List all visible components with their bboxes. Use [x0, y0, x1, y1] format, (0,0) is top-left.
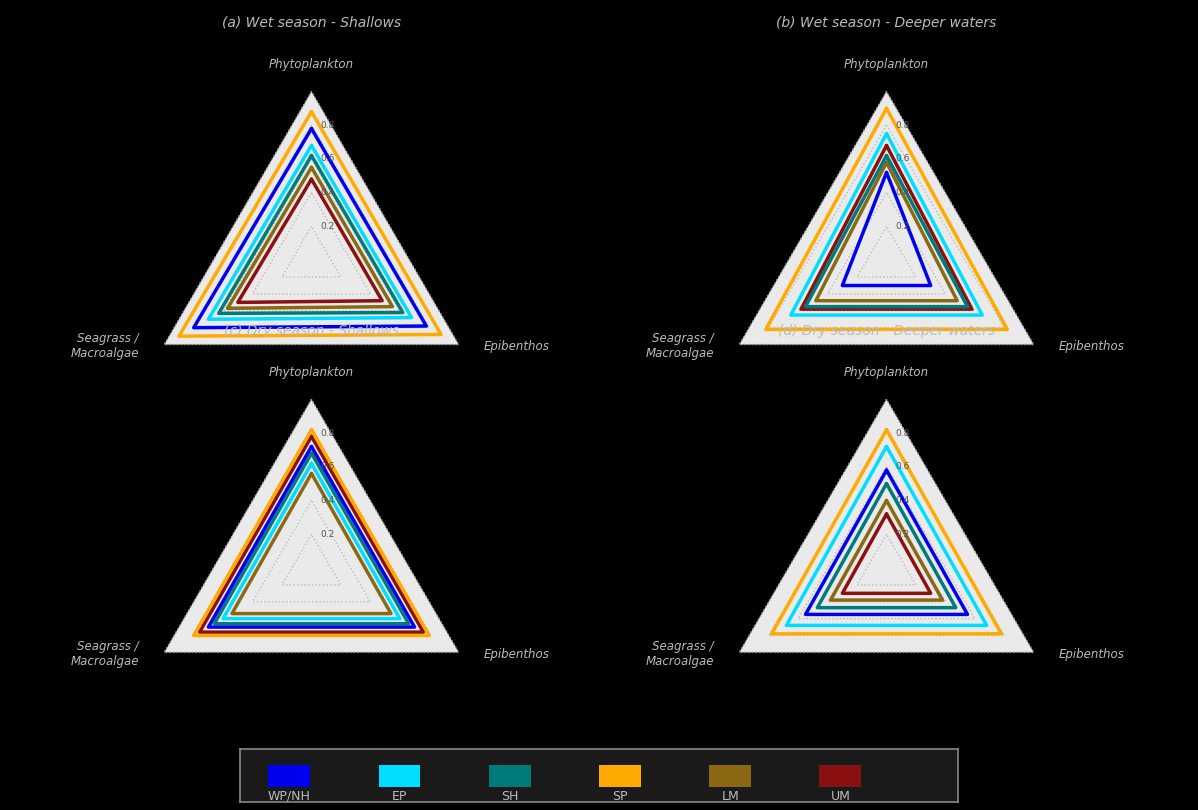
Text: 0.8: 0.8 [320, 428, 334, 437]
Text: Seagrass /
Macroalgae: Seagrass / Macroalgae [71, 640, 139, 668]
Text: 0.8: 0.8 [320, 121, 334, 130]
Text: 0.4: 0.4 [895, 188, 909, 197]
Text: 0.6: 0.6 [320, 155, 334, 164]
Text: Epibenthos: Epibenthos [484, 647, 550, 661]
Text: Phytoplankton: Phytoplankton [843, 58, 930, 71]
Text: 0.4: 0.4 [895, 496, 909, 505]
Text: 0.6: 0.6 [895, 155, 909, 164]
Text: 0.2: 0.2 [895, 222, 909, 231]
Text: Phytoplankton: Phytoplankton [843, 366, 930, 379]
FancyBboxPatch shape [379, 765, 420, 787]
Text: 0.8: 0.8 [895, 121, 909, 130]
FancyBboxPatch shape [819, 765, 861, 787]
Title: (b) Wet season - Deeper waters: (b) Wet season - Deeper waters [776, 16, 997, 30]
Polygon shape [164, 399, 459, 652]
Text: Phytoplankton: Phytoplankton [268, 366, 355, 379]
FancyBboxPatch shape [599, 765, 641, 787]
Text: 0.2: 0.2 [320, 222, 334, 231]
Text: 0.4: 0.4 [320, 496, 334, 505]
Text: 0.2: 0.2 [320, 530, 334, 539]
Title: (a) Wet season - Shallows: (a) Wet season - Shallows [222, 16, 401, 30]
Text: 0.2: 0.2 [895, 530, 909, 539]
Title: (d) Dry season - Deeper waters: (d) Dry season - Deeper waters [778, 324, 996, 338]
Text: 0.6: 0.6 [320, 463, 334, 471]
Text: Epibenthos: Epibenthos [484, 339, 550, 353]
FancyBboxPatch shape [489, 765, 531, 787]
Title: (c) Dry season - Shallows: (c) Dry season - Shallows [224, 324, 399, 338]
Text: WP/NH: WP/NH [268, 790, 310, 803]
FancyBboxPatch shape [268, 765, 310, 787]
Polygon shape [164, 92, 459, 344]
Text: EP: EP [392, 790, 407, 803]
Text: Epibenthos: Epibenthos [1059, 339, 1125, 353]
Polygon shape [739, 92, 1034, 344]
Text: UM: UM [830, 790, 851, 803]
Text: Seagrass /
Macroalgae: Seagrass / Macroalgae [71, 332, 139, 360]
Text: Phytoplankton: Phytoplankton [268, 58, 355, 71]
Text: 0.8: 0.8 [895, 428, 909, 437]
Text: SP: SP [612, 790, 628, 803]
Text: Seagrass /
Macroalgae: Seagrass / Macroalgae [646, 640, 714, 668]
Text: Seagrass /
Macroalgae: Seagrass / Macroalgae [646, 332, 714, 360]
FancyBboxPatch shape [709, 765, 751, 787]
Text: 0.6: 0.6 [895, 463, 909, 471]
Text: 0.4: 0.4 [320, 188, 334, 197]
Polygon shape [739, 399, 1034, 652]
Text: SH: SH [501, 790, 519, 803]
Text: Epibenthos: Epibenthos [1059, 647, 1125, 661]
Text: LM: LM [721, 790, 739, 803]
